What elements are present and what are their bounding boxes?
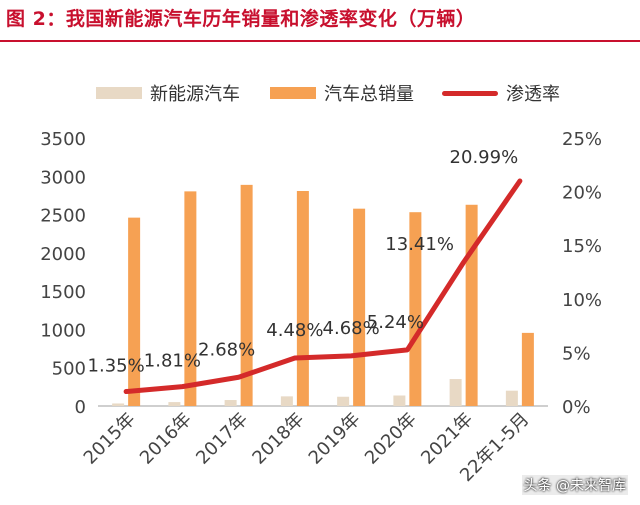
- left-axis-tick-label: 0: [75, 397, 86, 418]
- category-label: 2017年: [192, 409, 252, 469]
- category-label: 2019年: [305, 409, 365, 469]
- left-axis-tick-label: 1500: [40, 282, 86, 303]
- total-sales-bar: [521, 332, 534, 406]
- total-sales-bar: [296, 190, 309, 406]
- legend-item-total: 汽车总销量: [270, 80, 414, 106]
- rate-data-label: 1.81%: [144, 351, 201, 372]
- category-label: 2018年: [248, 409, 308, 469]
- nev-sales-bars: [112, 379, 518, 406]
- total-sales-bar: [128, 217, 141, 406]
- legend-label-total: 汽车总销量: [324, 84, 414, 105]
- right-axis-tick-label: 10%: [562, 290, 602, 311]
- rate-data-label: 13.41%: [385, 234, 454, 255]
- left-axis-tick-label: 3500: [40, 129, 86, 150]
- legend-line-rate: [442, 90, 498, 96]
- right-axis-tick-label: 15%: [562, 236, 602, 257]
- nev-sales-bar: [224, 400, 237, 406]
- left-axis-tick-label: 500: [52, 359, 86, 380]
- total-sales-bar: [184, 191, 197, 406]
- rate-data-label: 4.68%: [323, 318, 380, 339]
- page-title: 图 2：我国新能源汽车历年销量和渗透率变化（万辆）: [6, 8, 476, 30]
- category-label: 2016年: [136, 409, 196, 469]
- total-sales-bar: [409, 212, 422, 406]
- right-axis-tick-label: 25%: [562, 129, 602, 150]
- right-axis-tick-label: 0%: [562, 397, 591, 418]
- rate-data-label: 5.24%: [367, 312, 424, 333]
- nev-sales-bar: [280, 396, 293, 406]
- legend-label-rate: 渗透率: [506, 84, 560, 105]
- nev-sales-bar: [337, 396, 350, 406]
- rate-data-label: 20.99%: [450, 147, 519, 168]
- legend-item-nev: 新能源汽车: [96, 80, 240, 106]
- legend-swatch-total: [270, 87, 316, 99]
- left-axis-tick-label: 2500: [40, 206, 86, 227]
- penetration-rate-line: [123, 178, 523, 395]
- total-sales-bar: [240, 184, 253, 406]
- total-sales-bar: [465, 204, 478, 406]
- nev-sales-bar: [449, 379, 462, 406]
- left-axis-ticks: 0 500 1000 1500 2000 2500 3000 3500: [40, 129, 86, 418]
- rate-data-label: 1.35%: [88, 356, 145, 377]
- right-axis-ticks: 0% 5% 10% 15% 20% 25%: [562, 129, 602, 418]
- total-sales-bar: [353, 208, 366, 406]
- left-axis-tick-label: 3000: [40, 167, 86, 188]
- legend-swatch-nev: [96, 87, 142, 99]
- watermark: 头条 @未来智库: [521, 475, 628, 495]
- nev-sales-bar: [112, 403, 125, 406]
- title-divider: [0, 40, 640, 42]
- nev-sales-bar: [393, 395, 406, 406]
- legend-label-nev: 新能源汽车: [150, 84, 240, 105]
- left-axis-tick-label: 1000: [40, 320, 86, 341]
- rate-data-label: 2.68%: [198, 339, 255, 360]
- category-label: 2020年: [361, 409, 421, 469]
- right-axis-tick-label: 5%: [562, 343, 591, 364]
- rate-data-label: 4.48%: [266, 320, 323, 341]
- total-sales-bars: [128, 184, 534, 406]
- right-axis-tick-label: 20%: [562, 183, 602, 204]
- category-label: 2015年: [80, 409, 140, 469]
- category-labels: 2015年2016年2017年2018年2019年2020年2021年22年1-…: [80, 409, 534, 486]
- legend-item-rate: 渗透率: [442, 80, 560, 106]
- nev-sales-bar: [505, 390, 518, 406]
- chart-legend: 新能源汽车 汽车总销量 渗透率: [0, 80, 640, 106]
- nev-sales-bar: [168, 402, 181, 406]
- penetration-rate-labels: 1.35% 1.81%2.68% 4.48% 4.68%5.24% 13.41% 20.9…: [88, 147, 519, 377]
- left-axis-tick-label: 2000: [40, 244, 86, 265]
